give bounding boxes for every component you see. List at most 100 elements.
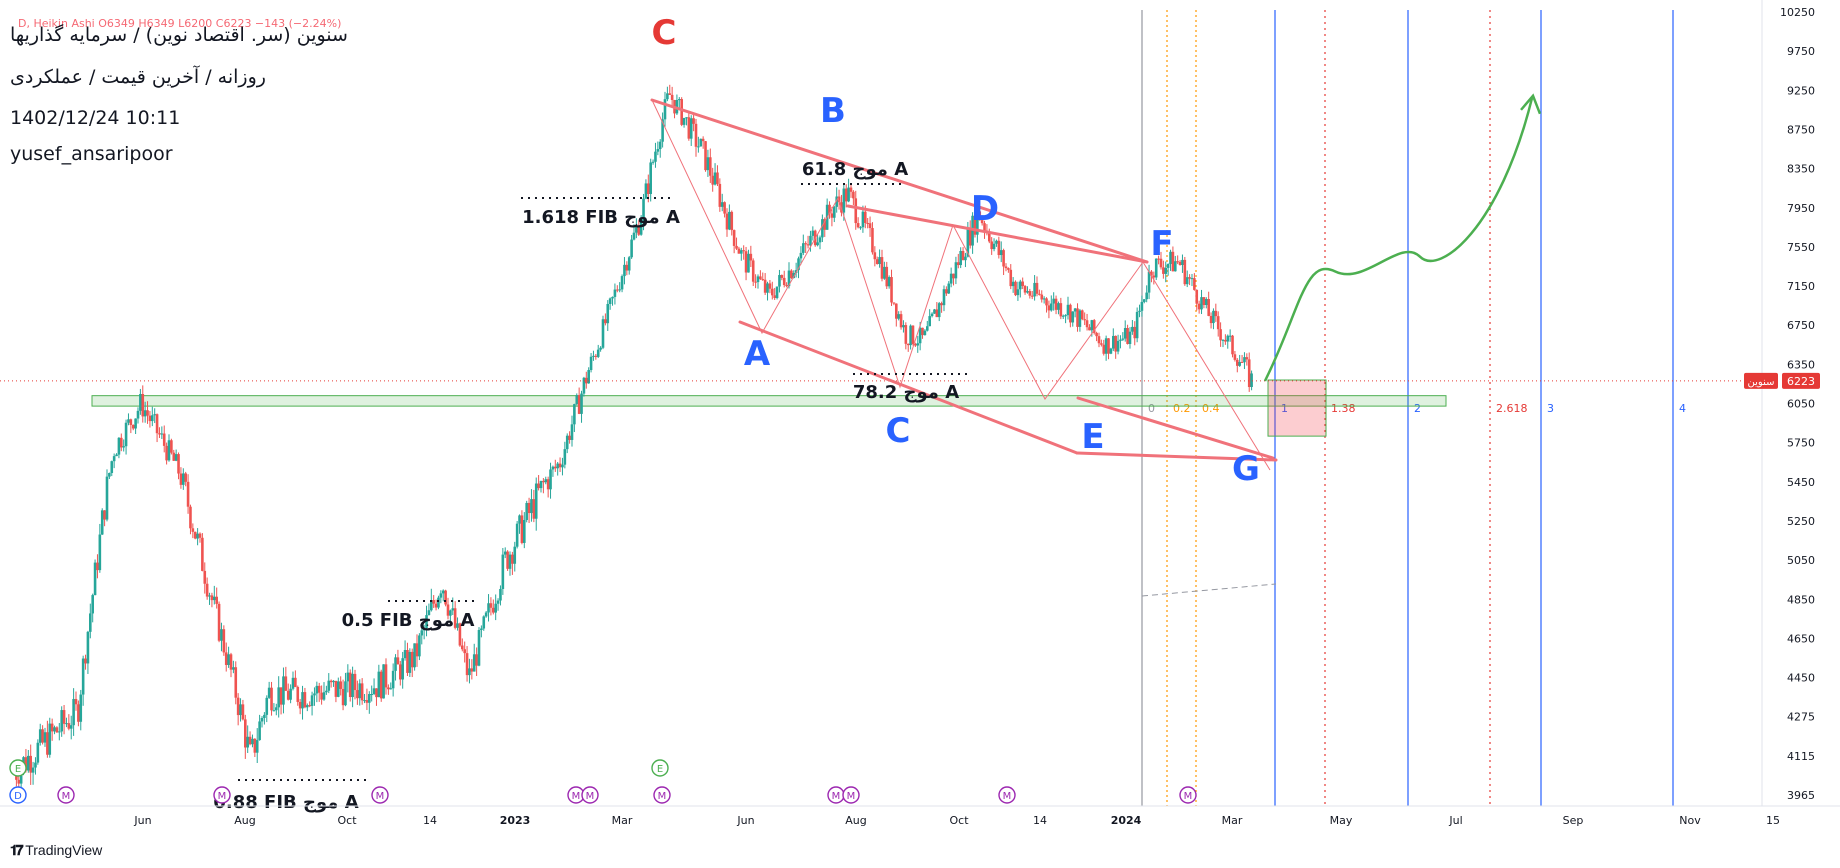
candle-body	[329, 680, 333, 683]
candle-body	[492, 607, 495, 613]
event-marker-label: M	[376, 791, 385, 802]
candle-body	[537, 483, 540, 489]
candle-body	[267, 687, 271, 698]
ohlc-readout: D, Heikin Ashi O6349 H6349 L6200 C6223 −…	[18, 17, 342, 30]
candle-body	[732, 230, 736, 246]
y-tick-label: 4115	[1787, 750, 1815, 763]
candle-body	[1061, 315, 1065, 317]
candle-body	[1028, 291, 1032, 296]
candle-body	[832, 206, 836, 218]
candle-body	[53, 727, 56, 732]
candle-body	[713, 172, 717, 185]
candle-body	[542, 480, 545, 483]
candle-body	[782, 277, 786, 286]
candle-body	[337, 681, 340, 697]
candle-body	[306, 705, 309, 708]
fib-time-label: 1	[1281, 402, 1288, 415]
event-marker-label: E	[657, 764, 663, 775]
candle-body	[58, 731, 61, 733]
candle-body	[737, 248, 741, 254]
candle-body	[160, 433, 164, 435]
candle-body	[389, 688, 393, 690]
candle-body	[98, 534, 102, 571]
candle-body	[544, 479, 548, 483]
candle-body	[577, 395, 581, 414]
candle-body	[587, 370, 590, 384]
tradingview-logo[interactable]: 𝟏𝟕 TradingView	[10, 842, 103, 858]
x-tick-label: Mar	[1222, 814, 1243, 827]
projection-curve	[1263, 97, 1534, 382]
x-tick-label: Sep	[1563, 814, 1584, 827]
candle-body	[17, 779, 21, 784]
candle-body	[265, 697, 269, 715]
candle-body	[29, 755, 32, 773]
candle-body	[682, 117, 686, 125]
candle-body	[201, 537, 204, 571]
fib-time-label: 0.4	[1202, 402, 1220, 415]
x-tick-label: Jun	[736, 814, 754, 827]
x-tick-label: 14	[423, 814, 437, 827]
candle-body	[246, 736, 249, 748]
candle-body	[463, 649, 466, 654]
y-tick-label: 6050	[1787, 398, 1815, 411]
candle-body	[382, 664, 385, 699]
support-zone	[91, 395, 1447, 407]
y-tick-label: 9250	[1787, 84, 1815, 97]
candle-body	[596, 349, 600, 357]
candle-body	[847, 187, 850, 202]
candle-body	[1126, 328, 1129, 344]
candle-body	[883, 266, 886, 279]
candle-body	[449, 610, 452, 616]
candle-body	[387, 687, 390, 690]
candle-body	[756, 276, 760, 283]
brand-label: TradingView	[25, 842, 103, 858]
y-tick-label: 6750	[1787, 319, 1815, 332]
support-zones	[91, 379, 1447, 437]
wedge-line	[1075, 451, 1278, 462]
candle-body	[718, 183, 722, 207]
candle-body	[62, 710, 66, 724]
candle-body	[270, 687, 273, 711]
candle-body	[77, 704, 80, 722]
candle-body	[842, 188, 846, 213]
candle-body	[506, 551, 509, 569]
candle-body	[1090, 320, 1094, 331]
candle-body	[234, 667, 238, 698]
fib-annotation: 0.88 FIB موج A	[213, 792, 358, 813]
candle-body	[1190, 278, 1194, 280]
candle-body	[120, 437, 123, 448]
candle-body	[632, 232, 636, 240]
candle-body	[1035, 282, 1039, 294]
candle-body	[530, 499, 533, 514]
candle-body	[456, 623, 459, 628]
candle-body	[954, 262, 958, 279]
candle-body	[1021, 281, 1024, 287]
candle-body	[451, 608, 455, 611]
event-marker	[1179, 786, 1197, 804]
candle-body	[79, 694, 83, 722]
x-tick-label: 2023	[500, 814, 531, 827]
candle-body	[1128, 331, 1132, 344]
candle-body	[508, 554, 512, 569]
candle-body	[775, 286, 779, 299]
candle-body	[539, 480, 543, 489]
candle-body	[1188, 277, 1191, 279]
candle-body	[625, 264, 629, 271]
y-tick-label: 4650	[1787, 632, 1815, 645]
candle-body	[1064, 315, 1067, 317]
wave-path	[651, 99, 1271, 471]
candle-body	[894, 303, 898, 319]
candle-body	[1202, 297, 1206, 306]
x-tick-label: Mar	[612, 814, 633, 827]
candle-body	[973, 215, 977, 235]
candle-body	[1033, 282, 1036, 297]
candle-body	[766, 283, 769, 293]
candle-body	[91, 595, 94, 614]
candle-body	[1026, 291, 1029, 293]
y-tick-label: 9750	[1787, 45, 1815, 58]
candle-body	[182, 473, 185, 485]
candle-body	[1121, 338, 1125, 340]
candle-body	[244, 719, 247, 748]
candle-body	[1023, 286, 1027, 293]
